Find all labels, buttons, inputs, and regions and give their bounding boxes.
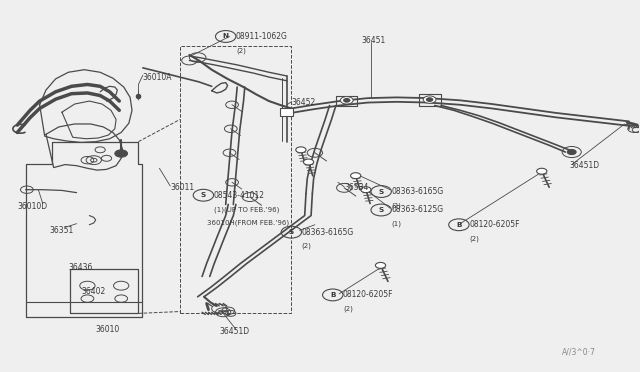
Circle shape bbox=[303, 159, 314, 165]
Text: 36402: 36402 bbox=[81, 287, 106, 296]
Text: 08543-41012: 08543-41012 bbox=[214, 191, 264, 200]
Circle shape bbox=[376, 262, 386, 268]
Circle shape bbox=[537, 168, 547, 174]
Text: 36452: 36452 bbox=[291, 99, 316, 108]
Circle shape bbox=[340, 97, 353, 104]
Text: (2): (2) bbox=[343, 306, 353, 312]
Text: S: S bbox=[378, 207, 384, 213]
Circle shape bbox=[344, 99, 350, 102]
Circle shape bbox=[115, 150, 127, 157]
Text: 08363-6165G: 08363-6165G bbox=[392, 187, 444, 196]
Text: 36451D: 36451D bbox=[220, 327, 250, 336]
Text: S: S bbox=[289, 229, 294, 235]
Text: 36436: 36436 bbox=[68, 263, 93, 272]
Text: 36351: 36351 bbox=[49, 226, 74, 235]
Text: 36010: 36010 bbox=[96, 326, 120, 334]
Text: 36534: 36534 bbox=[344, 183, 369, 192]
Text: B: B bbox=[330, 292, 335, 298]
Text: (2): (2) bbox=[236, 47, 246, 54]
Text: (2): (2) bbox=[301, 243, 312, 250]
Text: (1)(UP TO FEB.’96): (1)(UP TO FEB.’96) bbox=[214, 206, 279, 212]
Text: S: S bbox=[378, 189, 384, 195]
Text: A//3^0·7: A//3^0·7 bbox=[562, 347, 596, 357]
Text: 08363-6125G: 08363-6125G bbox=[392, 205, 444, 215]
Circle shape bbox=[296, 147, 306, 153]
Text: 36451D: 36451D bbox=[570, 161, 600, 170]
Text: N: N bbox=[223, 33, 228, 39]
Text: 36010H(FROM FEB.’96): 36010H(FROM FEB.’96) bbox=[207, 220, 289, 226]
Text: 08363-6165G: 08363-6165G bbox=[301, 228, 354, 237]
Text: 08911-1062G: 08911-1062G bbox=[236, 32, 288, 41]
Text: B: B bbox=[456, 222, 461, 228]
Text: S: S bbox=[201, 192, 206, 198]
Text: (2): (2) bbox=[392, 202, 401, 209]
Text: (1): (1) bbox=[392, 221, 401, 227]
Text: (2): (2) bbox=[469, 235, 479, 242]
Circle shape bbox=[423, 96, 436, 103]
FancyBboxPatch shape bbox=[280, 108, 293, 116]
Text: 08120-6205F: 08120-6205F bbox=[469, 220, 520, 229]
Text: 36011: 36011 bbox=[170, 183, 195, 192]
Circle shape bbox=[351, 173, 361, 179]
Text: 36451: 36451 bbox=[362, 36, 386, 45]
Text: 36010D: 36010D bbox=[17, 202, 47, 211]
Circle shape bbox=[567, 150, 576, 155]
Circle shape bbox=[91, 158, 97, 162]
Circle shape bbox=[426, 98, 433, 102]
Circle shape bbox=[361, 187, 371, 193]
Text: 36010A: 36010A bbox=[143, 73, 172, 81]
Text: 08120-6205F: 08120-6205F bbox=[343, 291, 394, 299]
